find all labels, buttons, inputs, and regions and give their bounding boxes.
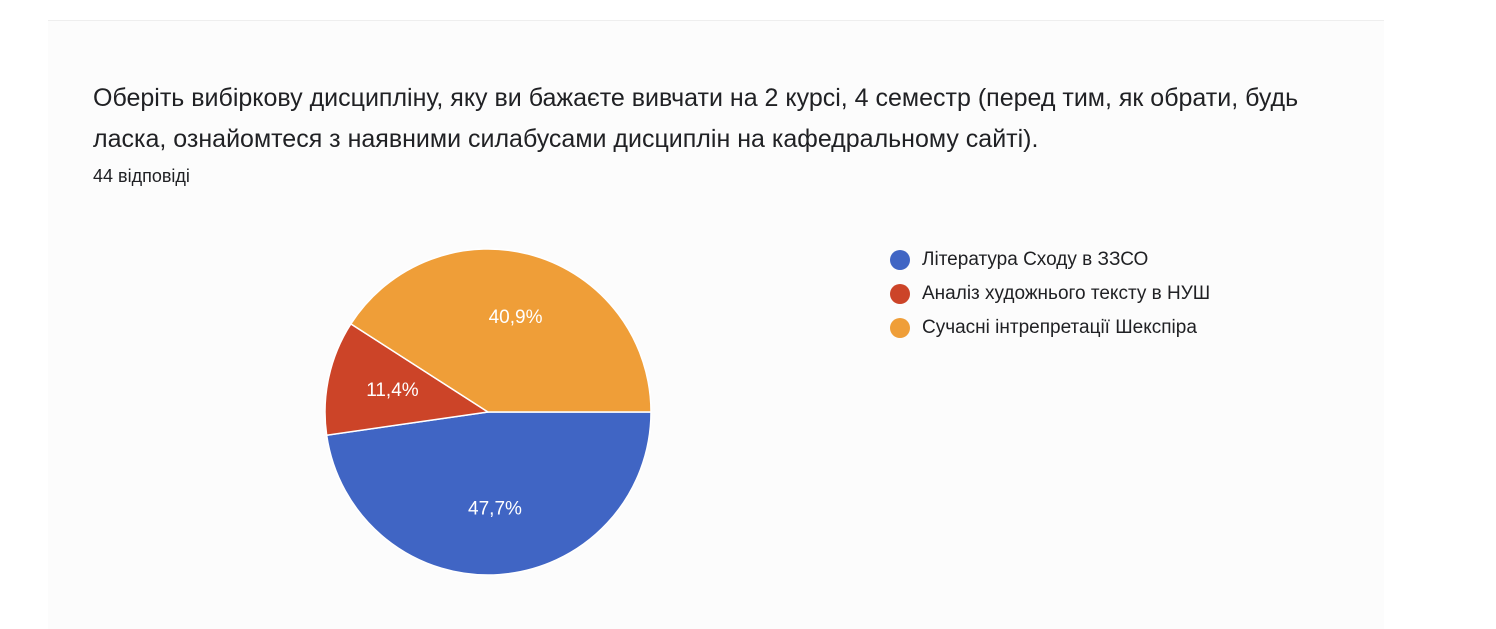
legend-item-1[interactable]: Література Сходу в ЗЗСО xyxy=(890,243,1210,277)
pie-slice-1[interactable] xyxy=(325,411,652,576)
pie-chart: 47,7% 11,4% 40,9% xyxy=(300,230,680,600)
question-title: Оберіть вибіркову дисципліну, яку ви баж… xyxy=(93,84,1299,153)
pie-slice-label-2: 11,4% xyxy=(366,380,419,401)
pie-slice-2[interactable] xyxy=(324,322,491,437)
legend-label: Сучасні інтрепретації Шекспіра xyxy=(922,317,1197,338)
legend-dot-icon xyxy=(890,250,910,270)
legend-dot-icon xyxy=(890,318,910,338)
legend-label: Література Сходу в ЗЗСО xyxy=(922,249,1149,270)
pie-slice-label-3: 40,9% xyxy=(489,307,543,328)
legend-dot-icon xyxy=(890,284,910,304)
question-card xyxy=(48,20,1384,629)
chart-legend: Література Сходу в ЗЗСО Аналіз художнього… xyxy=(890,243,1210,345)
legend-label: Аналіз художнього тексту в НУШ xyxy=(922,283,1211,304)
response-count: 44 відповіді xyxy=(93,166,190,186)
legend-item-3[interactable]: Сучасні інтрепретації Шекспіра xyxy=(890,311,1210,345)
pie-slice-3[interactable] xyxy=(349,248,652,413)
pie-chart-svg: 47,7% 11,4% 40,9% xyxy=(324,248,652,576)
legend-item-2[interactable]: Аналіз художнього тексту в НУШ xyxy=(890,277,1210,311)
pie-slice-label-1: 47,7% xyxy=(468,499,522,520)
